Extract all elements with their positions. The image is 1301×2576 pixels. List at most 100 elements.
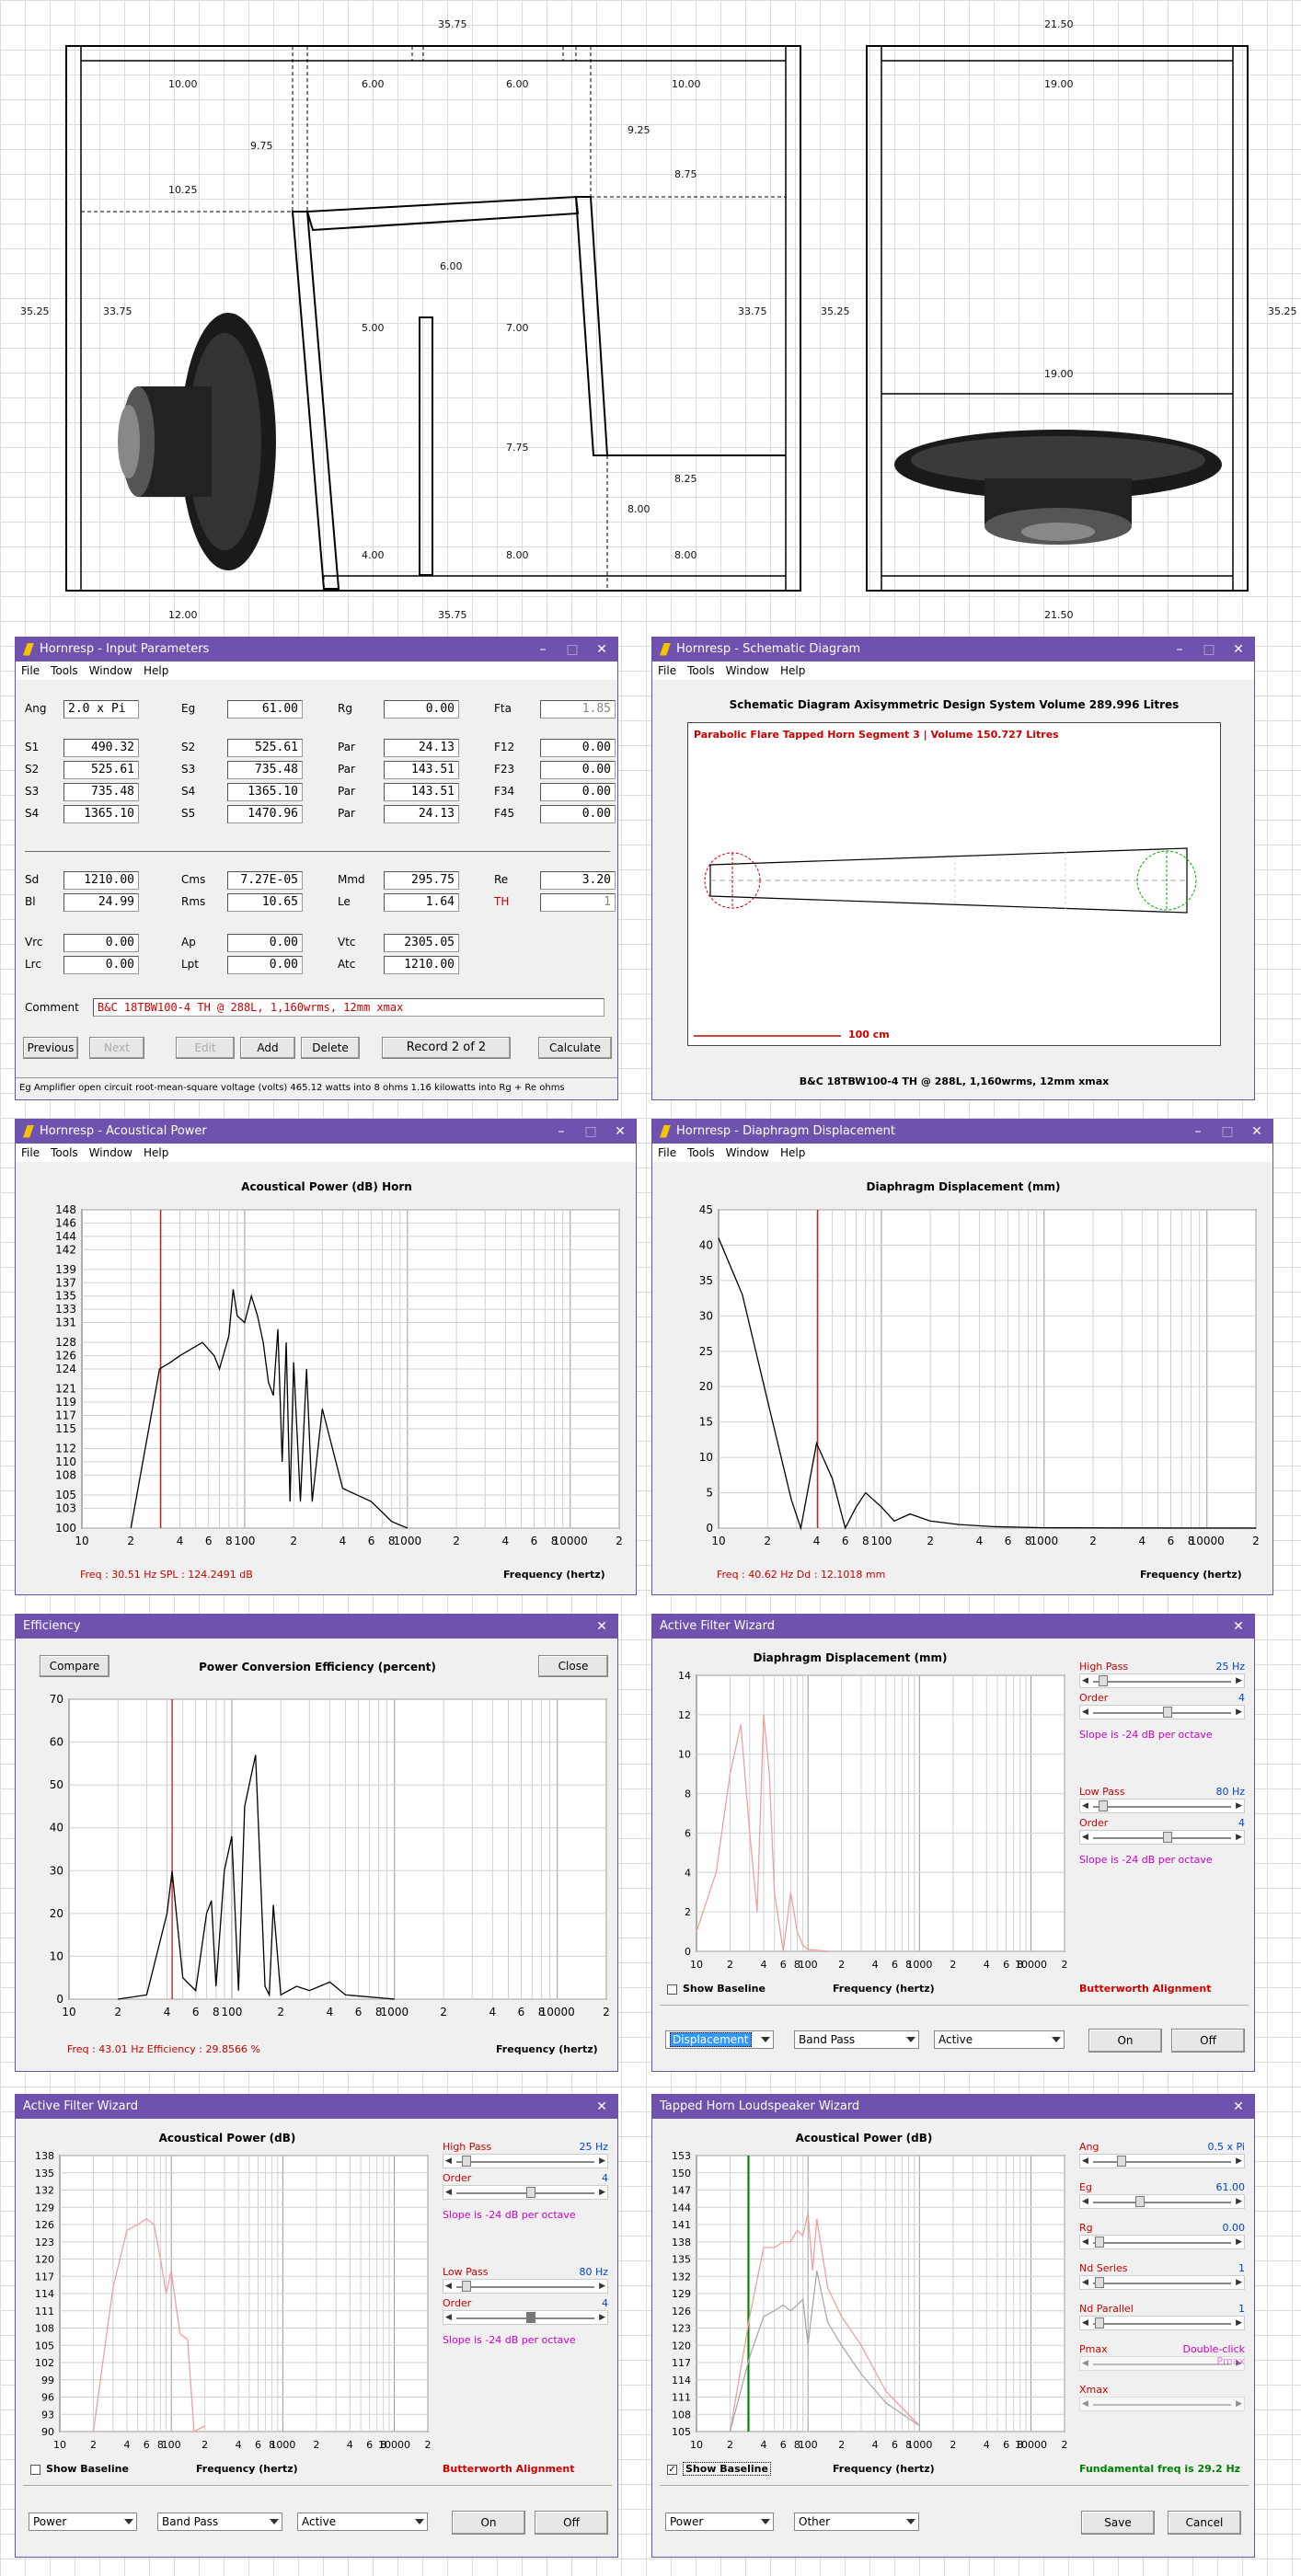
menu-file[interactable]: File xyxy=(21,664,40,677)
close-icon[interactable]: ✕ xyxy=(596,2099,607,2114)
off-button[interactable]: Off xyxy=(1171,2029,1245,2053)
param-field-par[interactable]: 143.51 xyxy=(384,761,459,779)
minimize-icon[interactable]: – xyxy=(1194,1124,1202,1139)
order-slider[interactable]: ◀ ▶ xyxy=(1079,1705,1245,1719)
filter-power-chart[interactable]: 9093969910210510811111411712012312612913… xyxy=(16,2146,439,2459)
close-icon[interactable]: ✕ xyxy=(615,1124,626,1139)
param-field-ang[interactable]: 2.0 x Pi xyxy=(63,700,139,719)
maximize-icon[interactable]: □ xyxy=(584,1124,597,1139)
delete-button[interactable]: Delete xyxy=(301,1037,360,1059)
output-select[interactable]: Power xyxy=(29,2513,137,2531)
param-field-par[interactable]: 24.13 xyxy=(384,805,459,823)
order-slider[interactable]: ◀ ▶ xyxy=(443,2310,608,2325)
close-icon[interactable]: ✕ xyxy=(1233,642,1244,657)
previous-button[interactable]: Previous xyxy=(23,1037,78,1059)
cancel-button[interactable]: Cancel xyxy=(1168,2511,1241,2535)
checkbox-icon[interactable] xyxy=(667,1984,677,1995)
title-bar[interactable]: Hornresp - Diaphragm Displacement – □ ✕ xyxy=(652,1120,1272,1144)
menu-tools[interactable]: Tools xyxy=(687,664,715,677)
close-button[interactable]: Close xyxy=(538,1655,608,1677)
param-field-ap[interactable]: 0.00 xyxy=(227,934,303,952)
on-button[interactable]: On xyxy=(452,2511,525,2535)
title-bar[interactable]: Hornresp - Acoustical Power – □ ✕ xyxy=(16,1120,636,1144)
low-pass-slider[interactable]: ◀ ▶ xyxy=(443,2279,608,2294)
tapped-horn-chart[interactable]: 1051081111141171201231261291321351381411… xyxy=(652,2146,1076,2459)
menu-window[interactable]: Window xyxy=(725,664,769,677)
next-button[interactable]: Next xyxy=(89,1037,144,1059)
maximize-icon[interactable]: □ xyxy=(1221,1124,1234,1139)
rg-slider[interactable]: ◀ ▶ xyxy=(1079,2235,1245,2249)
close-icon[interactable]: ✕ xyxy=(1251,1124,1262,1139)
title-bar[interactable]: Hornresp - Schematic Diagram – □ ✕ xyxy=(652,638,1254,661)
nd-parallel-slider[interactable]: ◀ ▶ xyxy=(1079,2316,1245,2330)
close-icon[interactable]: ✕ xyxy=(596,642,607,657)
menu-help[interactable]: Help xyxy=(779,664,806,677)
filter-type-select[interactable]: Band Pass xyxy=(794,2030,919,2049)
menu-tools[interactable]: Tools xyxy=(51,1146,78,1159)
acoustical-power-chart[interactable]: 1001031051081101121151171191211241261281… xyxy=(16,1197,637,1547)
close-icon[interactable]: ✕ xyxy=(596,1619,607,1634)
xmax-slider[interactable]: ◀ ▶ xyxy=(1079,2397,1245,2411)
menu-tools[interactable]: Tools xyxy=(687,1146,715,1159)
menu-window[interactable]: Window xyxy=(725,1146,769,1159)
param-field-re[interactable]: 3.20 xyxy=(540,871,616,890)
param-field-f23[interactable]: 0.00 xyxy=(540,761,616,779)
param-field-lpt[interactable]: 0.00 xyxy=(227,956,303,974)
param-field-f12[interactable]: 0.00 xyxy=(540,739,616,757)
close-icon[interactable]: ✕ xyxy=(1233,1619,1244,1634)
title-bar[interactable]: Active Filter Wizard ✕ xyxy=(652,1615,1254,1639)
param-field-vrc[interactable]: 0.00 xyxy=(63,934,139,952)
high-pass-slider[interactable]: ◀ ▶ xyxy=(443,2154,608,2168)
maximize-icon[interactable]: □ xyxy=(566,642,579,657)
on-button[interactable]: On xyxy=(1088,2029,1162,2053)
edit-button[interactable]: Edit xyxy=(176,1037,235,1059)
compare-button[interactable]: Compare xyxy=(40,1655,109,1677)
off-button[interactable]: Off xyxy=(535,2511,608,2535)
param-field-s3[interactable]: 735.48 xyxy=(227,761,303,779)
param-field-s4[interactable]: 1365.10 xyxy=(63,805,139,823)
menu-help[interactable]: Help xyxy=(143,664,169,677)
save-button[interactable]: Save xyxy=(1081,2511,1155,2535)
minimize-icon[interactable]: – xyxy=(558,1124,565,1139)
low-pass-slider[interactable]: ◀ ▶ xyxy=(1079,1799,1245,1813)
title-bar[interactable]: Tapped Horn Loudspeaker Wizard ✕ xyxy=(652,2095,1254,2119)
param-field-s2[interactable]: 525.61 xyxy=(63,761,139,779)
param-field-s3[interactable]: 735.48 xyxy=(63,783,139,801)
param-field-mmd[interactable]: 295.75 xyxy=(384,871,459,890)
close-icon[interactable]: ✕ xyxy=(1233,2099,1244,2114)
calculate-button[interactable]: Calculate xyxy=(538,1037,612,1059)
menu-file[interactable]: File xyxy=(658,1146,677,1159)
horn-type-select[interactable]: Other xyxy=(794,2513,919,2531)
order-slider[interactable]: ◀ ▶ xyxy=(1079,1830,1245,1845)
output-select[interactable]: Displacement xyxy=(665,2030,774,2049)
high-pass-slider[interactable]: ◀ ▶ xyxy=(1079,1673,1245,1688)
maximize-icon[interactable]: □ xyxy=(1203,642,1215,657)
filter-mode-select[interactable]: Active xyxy=(297,2513,428,2531)
order-slider[interactable]: ◀ ▶ xyxy=(443,2185,608,2200)
menu-file[interactable]: File xyxy=(21,1146,40,1159)
menu-file[interactable]: File xyxy=(658,664,677,677)
show-baseline-checkbox[interactable]: Show Baseline xyxy=(667,1983,766,1995)
param-field-rms[interactable]: 10.65 xyxy=(227,893,303,912)
title-bar[interactable]: Hornresp - Input Parameters – □ ✕ xyxy=(16,638,617,661)
param-field-s4[interactable]: 1365.10 xyxy=(227,783,303,801)
show-baseline-checkbox[interactable]: Show Baseline xyxy=(30,2463,129,2475)
minimize-icon[interactable]: – xyxy=(539,642,547,657)
minimize-icon[interactable]: – xyxy=(1176,642,1183,657)
show-baseline-checkbox[interactable]: ✓ Show Baseline xyxy=(667,2462,771,2476)
param-field-eg[interactable]: 61.00 xyxy=(227,700,303,719)
menu-help[interactable]: Help xyxy=(143,1146,169,1159)
param-field-par[interactable]: 24.13 xyxy=(384,739,459,757)
param-field-le[interactable]: 1.64 xyxy=(384,893,459,912)
filter-mode-select[interactable]: Active xyxy=(934,2030,1065,2049)
filter-type-select[interactable]: Band Pass xyxy=(157,2513,282,2531)
param-field-fta[interactable]: 1.85 xyxy=(540,700,616,719)
param-field-th[interactable]: 1 xyxy=(540,893,616,912)
param-field-s5[interactable]: 1470.96 xyxy=(227,805,303,823)
output-select[interactable]: Power xyxy=(665,2513,774,2531)
param-field-f34[interactable]: 0.00 xyxy=(540,783,616,801)
menu-tools[interactable]: Tools xyxy=(51,664,78,677)
